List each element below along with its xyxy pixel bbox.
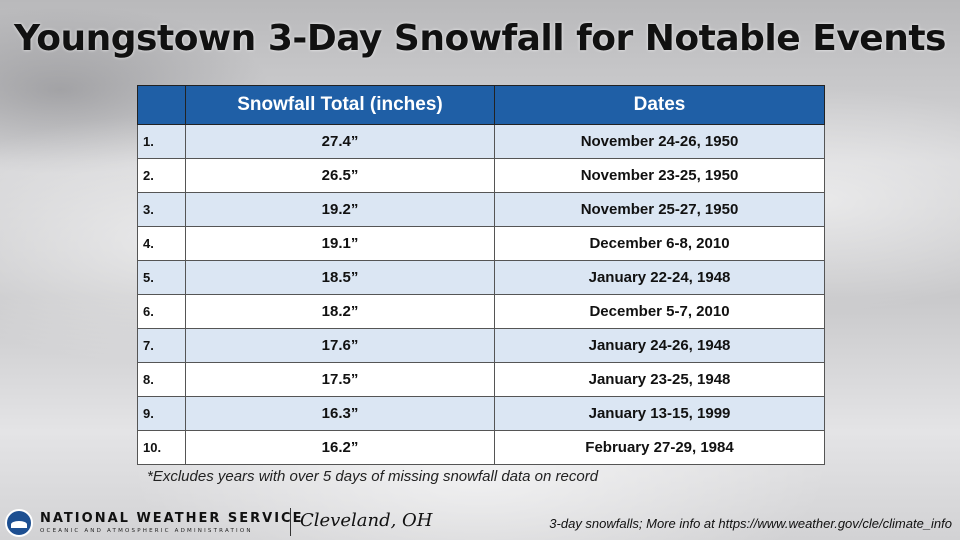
snowfall-total-cell: 16.2”: [185, 430, 495, 465]
table-row: 9. 16.3” January 13-15, 1999: [137, 396, 825, 431]
footer-divider: [290, 508, 291, 536]
snowfall-total-cell: 19.1”: [185, 226, 495, 261]
snowfall-total-cell: 17.5”: [185, 362, 495, 397]
more-info-text: 3-day snowfalls; More info at https://ww…: [549, 516, 952, 531]
table-row: 6. 18.2” December 5-7, 2010: [137, 294, 825, 329]
dates-cell: November 24-26, 1950: [494, 124, 825, 159]
footnote: *Excludes years with over 5 days of miss…: [147, 468, 599, 485]
noaa-logo-icon: [5, 509, 33, 537]
snowfall-total-cell: 26.5”: [185, 158, 495, 193]
table-row: 4. 19.1” December 6-8, 2010: [137, 226, 825, 261]
table-header-row: Snowfall Total (inches) Dates: [137, 85, 825, 125]
table-row: 8. 17.5” January 23-25, 1948: [137, 362, 825, 397]
table-row: 5. 18.5” January 22-24, 1948: [137, 260, 825, 295]
rank-cell: 4.: [137, 226, 186, 261]
office-name: Cleveland, OH: [300, 510, 433, 531]
rank-cell: 7.: [137, 328, 186, 363]
dates-cell: January 23-25, 1948: [494, 362, 825, 397]
snowfall-total-column-header: Snowfall Total (inches): [185, 85, 495, 125]
rank-cell: 1.: [137, 124, 186, 159]
snowfall-total-cell: 16.3”: [185, 396, 495, 431]
snowfall-total-cell: 19.2”: [185, 192, 495, 227]
snowfall-total-cell: 18.2”: [185, 294, 495, 329]
snowfall-total-cell: 17.6”: [185, 328, 495, 363]
rank-cell: 9.: [137, 396, 186, 431]
page-title: Youngstown 3-Day Snowfall for Notable Ev…: [14, 18, 946, 59]
rank-cell: 2.: [137, 158, 186, 193]
org-subtitle: OCEANIC AND ATMOSPHERIC ADMINISTRATION: [40, 528, 253, 534]
rank-cell: 5.: [137, 260, 186, 295]
dates-cell: February 27-29, 1984: [494, 430, 825, 465]
table-row: 2. 26.5” November 23-25, 1950: [137, 158, 825, 193]
table-row: 1. 27.4” November 24-26, 1950: [137, 124, 825, 159]
dates-cell: November 23-25, 1950: [494, 158, 825, 193]
rank-cell: 6.: [137, 294, 186, 329]
snowfall-table: Snowfall Total (inches) Dates 1. 27.4” N…: [137, 85, 825, 465]
dates-cell: December 5-7, 2010: [494, 294, 825, 329]
rank-cell: 8.: [137, 362, 186, 397]
dates-cell: January 22-24, 1948: [494, 260, 825, 295]
rank-cell: 3.: [137, 192, 186, 227]
dates-cell: November 25-27, 1950: [494, 192, 825, 227]
snowfall-total-cell: 27.4”: [185, 124, 495, 159]
rank-column-header: [137, 85, 186, 125]
dates-cell: January 24-26, 1948: [494, 328, 825, 363]
table-row: 7. 17.6” January 24-26, 1948: [137, 328, 825, 363]
table-row: 3. 19.2” November 25-27, 1950: [137, 192, 825, 227]
dates-cell: January 13-15, 1999: [494, 396, 825, 431]
table-row: 10. 16.2” February 27-29, 1984: [137, 430, 825, 465]
snowfall-total-cell: 18.5”: [185, 260, 495, 295]
org-name: NATIONAL WEATHER SERVICE: [40, 511, 304, 526]
dates-column-header: Dates: [494, 85, 825, 125]
dates-cell: December 6-8, 2010: [494, 226, 825, 261]
rank-cell: 10.: [137, 430, 186, 465]
noaa-bird-shape: [11, 521, 27, 528]
